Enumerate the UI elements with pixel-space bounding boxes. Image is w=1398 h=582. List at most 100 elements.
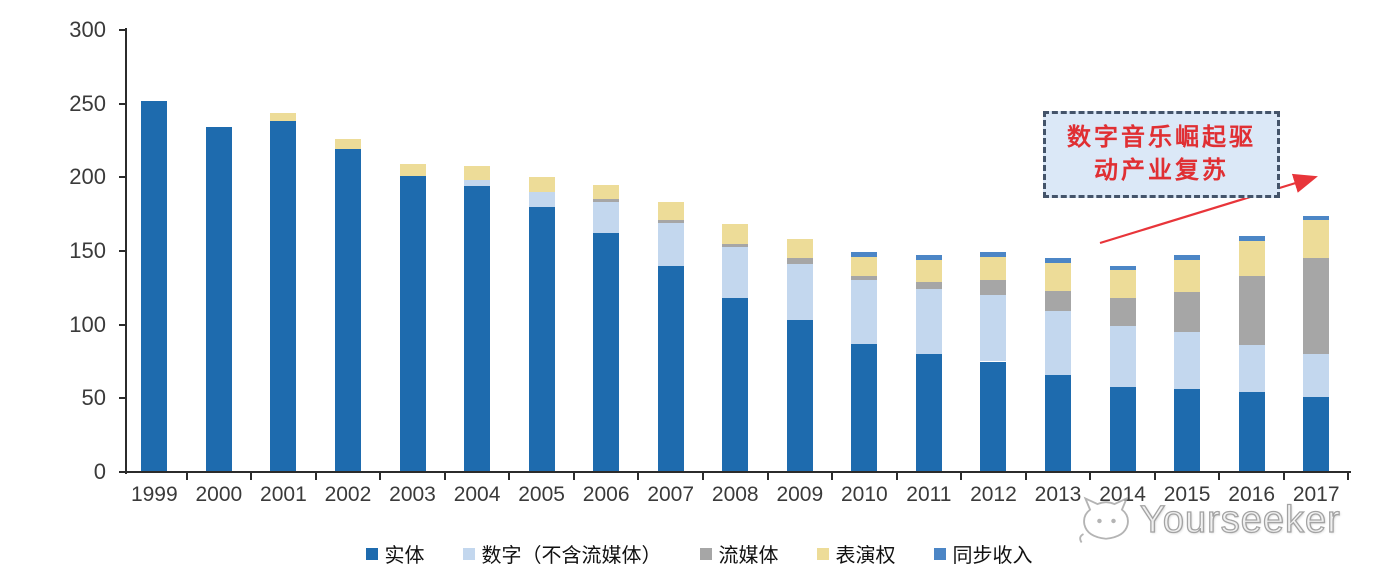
x-axis-tick xyxy=(572,472,575,480)
x-tick-label: 2011 xyxy=(906,483,952,506)
annotation-line2: 动产业复苏 xyxy=(1094,157,1229,184)
legend-item: 实体 xyxy=(365,539,425,568)
bar-segment xyxy=(915,281,942,290)
watermark-text: Yourseeker xyxy=(1139,498,1341,541)
bar-segment xyxy=(593,202,620,234)
x-tick-label: 2002 xyxy=(324,483,372,506)
bar-segment xyxy=(1045,374,1071,472)
bar-segment xyxy=(1238,392,1265,472)
bar-segment xyxy=(722,246,749,299)
x-axis-tick xyxy=(1089,472,1092,480)
x-tick-label: 2007 xyxy=(647,483,695,506)
bar-segment xyxy=(851,276,878,281)
x-axis-tick xyxy=(443,472,446,480)
x-axis-tick xyxy=(1282,472,1285,480)
y-axis-tick xyxy=(119,397,127,400)
x-tick-label: 2010 xyxy=(840,483,888,506)
x-axis-tick xyxy=(701,472,704,480)
y-tick-label: 150 xyxy=(69,238,106,263)
bar-segment xyxy=(1045,290,1071,312)
y-tick-label: 250 xyxy=(69,90,106,116)
bar-segment xyxy=(1303,396,1330,472)
bar-segment xyxy=(657,265,684,472)
legend-swatch xyxy=(699,547,712,560)
bar-segment xyxy=(786,258,813,265)
legend-swatch xyxy=(365,547,378,560)
bar-segment xyxy=(205,127,232,472)
legend-item: 流媒体 xyxy=(699,539,779,568)
bar-segment xyxy=(1303,215,1330,221)
x-tick-label: 2004 xyxy=(453,483,501,506)
annotation-line1: 数字音乐崛起驱 xyxy=(1067,124,1256,151)
bar-segment xyxy=(915,259,942,282)
x-axis-tick xyxy=(1153,472,1156,480)
bar-segment xyxy=(1174,259,1201,293)
legend-item: 同步收入 xyxy=(933,539,1033,568)
x-tick-label: 1999 xyxy=(130,483,178,506)
bar-segment xyxy=(593,184,620,200)
legend-item: 表演权 xyxy=(816,539,896,568)
x-tick-label: 2017 xyxy=(1292,483,1340,506)
bar-segment xyxy=(915,255,942,260)
bar-segment xyxy=(1174,292,1201,333)
bar-segment xyxy=(1109,326,1136,387)
x-axis-tick xyxy=(379,472,382,480)
bar-segment xyxy=(1045,311,1071,375)
x-axis-tick xyxy=(250,472,253,480)
legend-label: 同步收入 xyxy=(952,545,1033,567)
x-axis-tick xyxy=(185,472,188,480)
x-tick-label: 2013 xyxy=(1034,483,1082,506)
bar-segment xyxy=(1238,236,1265,241)
bar-segment xyxy=(851,280,878,344)
bar-segment xyxy=(1303,354,1330,397)
bar-segment xyxy=(657,223,684,266)
bar-segment xyxy=(980,252,1007,257)
x-tick-label: 2006 xyxy=(582,483,630,506)
bar-segment xyxy=(1303,258,1330,355)
bar-segment xyxy=(1174,389,1201,472)
bar-segment xyxy=(593,233,620,472)
bar-segment xyxy=(786,320,813,472)
y-tick-label: 200 xyxy=(69,164,106,190)
bar-segment xyxy=(141,100,168,472)
watermark: Yourseeker xyxy=(1076,494,1341,546)
x-axis-line xyxy=(123,471,1351,473)
x-axis-tick xyxy=(1218,472,1221,480)
x-tick-label: 2005 xyxy=(518,483,565,506)
bar-segment xyxy=(464,165,491,181)
x-tick-label: 2014 xyxy=(1099,483,1146,506)
x-tick-label: 2009 xyxy=(776,483,824,506)
bar-segment xyxy=(722,298,749,472)
x-axis-tick xyxy=(637,472,640,480)
y-tick-label: 50 xyxy=(81,385,106,411)
bar-segment xyxy=(464,180,491,187)
bar-segment xyxy=(851,343,878,472)
y-axis-tick xyxy=(119,176,127,179)
bar-segment xyxy=(334,149,361,472)
legend-label: 表演权 xyxy=(835,545,896,567)
bar-segment xyxy=(722,224,749,244)
bar-segment xyxy=(334,139,361,150)
y-axis-tick xyxy=(119,102,127,105)
x-tick-label: 2015 xyxy=(1163,483,1211,506)
legend-swatch xyxy=(462,547,475,560)
legend: 实体 数字（不含流媒体） 流媒体 表演权 同步收入 xyxy=(0,539,1398,568)
bar-segment xyxy=(851,252,878,257)
legend-label: 流媒体 xyxy=(718,545,779,567)
x-axis-tick xyxy=(960,472,963,480)
bar-segment xyxy=(786,264,813,321)
bar-segment xyxy=(851,256,878,277)
y-axis-tick xyxy=(119,323,127,326)
bar-segment xyxy=(1045,258,1071,263)
y-tick-label: 300 xyxy=(69,17,106,42)
bar-segment xyxy=(593,199,620,203)
cat-face-icon xyxy=(1079,496,1129,544)
bar-segment xyxy=(657,220,684,223)
bar-segment xyxy=(1238,240,1265,277)
bar-segment xyxy=(786,239,813,259)
y-tick-label: 0 xyxy=(93,459,106,484)
bar-segment xyxy=(915,289,942,355)
bar-segment xyxy=(1174,255,1201,260)
bar-segment xyxy=(1303,220,1330,259)
